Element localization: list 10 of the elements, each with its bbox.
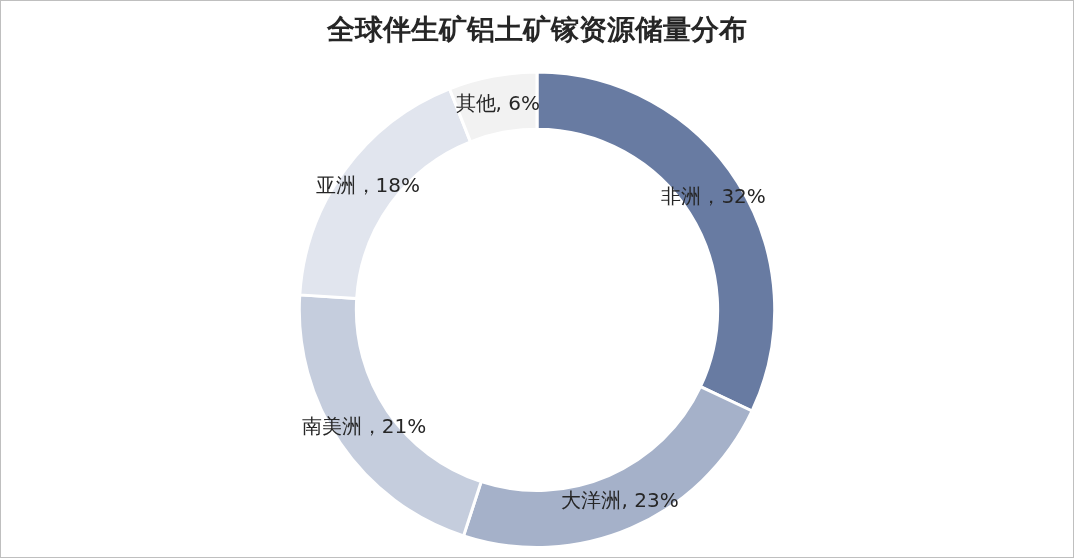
data-label: ，18% — [355, 173, 420, 198]
slice-label: 亚洲 — [315, 173, 356, 198]
slice-label: 大洋洲 — [561, 487, 622, 512]
slice-label: 其他 — [455, 90, 496, 115]
data-label: , 6% — [495, 90, 541, 115]
data-label: ，21% — [361, 413, 427, 438]
slice-label: 非洲 — [661, 183, 702, 208]
data-label: , 23% — [621, 487, 679, 512]
slice-label: 南美洲 — [301, 413, 362, 438]
chart-title: 全球伴生矿铝土矿镓资源储量分布 — [326, 13, 747, 47]
